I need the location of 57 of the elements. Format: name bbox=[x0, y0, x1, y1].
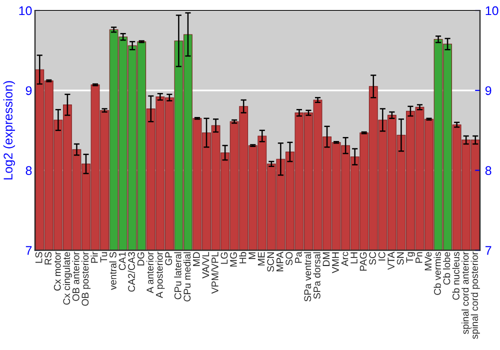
x-tick-label: Tg bbox=[406, 252, 415, 263]
y2-tick-label: 10 bbox=[486, 6, 498, 16]
x-tick-label: VPM/VPL bbox=[211, 252, 218, 294]
x-tick-label: DM bbox=[322, 252, 330, 266]
x-tick-label: OB posterior bbox=[81, 252, 91, 306]
x-tick-label: LS bbox=[35, 252, 42, 263]
y-tick-label: 9 bbox=[26, 86, 32, 96]
x-tick-label: Cx motor bbox=[54, 252, 61, 291]
x-tick-label: MD bbox=[193, 252, 200, 266]
x-tick-label: CA2/CA3 bbox=[128, 252, 135, 292]
x-tick-label: A posterior bbox=[156, 252, 165, 298]
x-tick-label: VTA bbox=[388, 252, 394, 270]
y2-tick-label: 9 bbox=[485, 86, 492, 96]
x-tick-label: A anterior bbox=[146, 252, 154, 294]
x-tick-label: ME bbox=[258, 252, 265, 266]
x-tick-label: CPu medial bbox=[183, 252, 191, 302]
x-tick-label: Cx cingulate bbox=[62, 252, 72, 305]
y-tick-label: 10 bbox=[19, 6, 32, 16]
x-tick-label: M bbox=[248, 252, 256, 259]
x-tick-label: VA/VL bbox=[202, 252, 210, 278]
x-tick-label: MG bbox=[230, 252, 237, 266]
x-tick-label: OB anterior bbox=[72, 252, 80, 301]
y-tick-label: 8 bbox=[26, 166, 32, 175]
x-tick-label: Pir bbox=[90, 252, 98, 263]
x-tick-label: LH bbox=[350, 252, 358, 264]
x-tick-label: Pa bbox=[295, 252, 302, 263]
x-tick-label: IC bbox=[378, 252, 386, 260]
x-tick-label: MVe bbox=[424, 252, 432, 270]
y-axis-title: Log2 (expression) bbox=[3, 81, 15, 180]
x-tick-label: SPa ventral bbox=[304, 252, 312, 302]
x-tick-label: Cb vermis bbox=[434, 252, 441, 295]
x-tick-label: Tu bbox=[100, 252, 108, 262]
x-tick-label: SN bbox=[396, 252, 404, 265]
x-tick-label: ventral S bbox=[109, 252, 116, 290]
x-tick-label: LG bbox=[220, 252, 228, 264]
y2-tick-label: 8 bbox=[485, 166, 492, 175]
x-tick-label: CA1 bbox=[118, 252, 126, 270]
x-tick-label: spinal cord anterior bbox=[462, 252, 471, 334]
x-tick-label: SPa dorsal bbox=[313, 252, 320, 299]
x-tick-label: Arc bbox=[341, 252, 348, 266]
y2-tick-label: 7 bbox=[486, 246, 492, 255]
x-tick-label: MPA bbox=[276, 252, 284, 272]
x-tick-label: SCN bbox=[267, 252, 274, 272]
y-tick-label: 7 bbox=[26, 246, 32, 255]
x-tick-label: Pn bbox=[416, 252, 422, 263]
x-tick-label: GP bbox=[165, 252, 172, 266]
x-tick-label: VMH bbox=[332, 252, 339, 274]
x-tick-label: CPu lateral bbox=[174, 252, 182, 300]
x-tick-label: Cb lobe bbox=[443, 252, 450, 285]
x-tick-label: SO bbox=[286, 252, 293, 266]
x-tick-label: SC bbox=[369, 252, 376, 265]
x-tick-label: spinal cord posterior bbox=[470, 252, 480, 339]
x-tick-label: DG bbox=[137, 252, 144, 266]
x-tick-label: Hb bbox=[239, 252, 246, 264]
x-tick-label: PAG bbox=[360, 252, 367, 271]
x-tick-label: RS bbox=[44, 252, 52, 264]
x-tick-label: Cb nucleus bbox=[452, 252, 460, 300]
